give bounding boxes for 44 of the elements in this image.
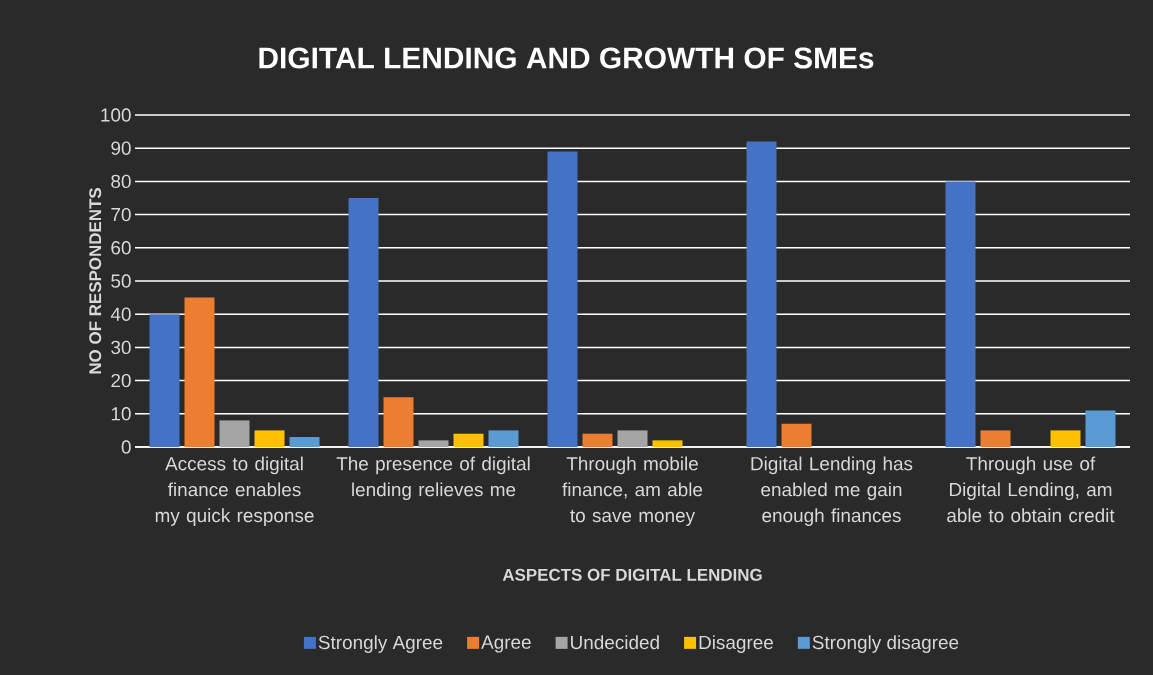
x-tick-label: Access to digital finance enables my quick response (155, 456, 314, 526)
y-tick-label: 70 (111, 207, 131, 222)
bar (488, 430, 519, 447)
y-tick-label: 40 (110, 307, 131, 321)
bar (617, 430, 648, 447)
y-tick-label: 10 (111, 407, 131, 421)
legend-label: Agree (481, 635, 531, 653)
bar (184, 297, 215, 447)
y-tick-label: 90 (111, 141, 131, 155)
x-tick-label: Digital Lending has enabled me gain enough finances (751, 456, 913, 526)
bar (149, 314, 180, 447)
y-tick-label: 100 (101, 108, 131, 122)
y-tick-label: 80 (111, 174, 131, 189)
y-tick-label: 50 (111, 274, 131, 288)
bar (348, 197, 379, 447)
bar (1085, 410, 1116, 447)
bar (746, 141, 777, 447)
legend-label: Strongly Agree (318, 635, 443, 653)
bar (945, 181, 976, 447)
bar (547, 151, 578, 447)
x-axis-title: ASPECTS OF DIGITAL LENDING (502, 568, 762, 581)
chart-title: DIGITAL LENDING AND GROWTH OF SMEs (259, 47, 874, 69)
y-tick-label: 30 (111, 340, 131, 355)
bar (1050, 430, 1081, 447)
bar (383, 397, 414, 447)
x-tick-label: Through mobile finance, am able to save money (562, 456, 703, 526)
bar (254, 430, 285, 447)
bar (418, 440, 449, 447)
legend-label: Strongly disagree (812, 635, 959, 653)
y-tick-label: 60 (111, 241, 131, 255)
bar (289, 437, 320, 447)
bar (781, 423, 812, 447)
legend-label: Disagree (699, 635, 773, 653)
y-tick-label: 0 (121, 440, 131, 454)
bar (453, 433, 484, 447)
bar (652, 440, 683, 447)
bar (219, 420, 250, 447)
x-tick-label: Through use of Digital Lending, am able to obtain credit (947, 456, 1115, 523)
bar (980, 430, 1011, 447)
x-tick-label: The presence of digital lending relieves me (336, 456, 530, 501)
legend-label: Undecided (571, 635, 659, 650)
bar (582, 433, 613, 447)
y-axis-title: NO OF RESPONDENTS (89, 188, 102, 374)
y-tick-label: 20 (111, 373, 131, 388)
